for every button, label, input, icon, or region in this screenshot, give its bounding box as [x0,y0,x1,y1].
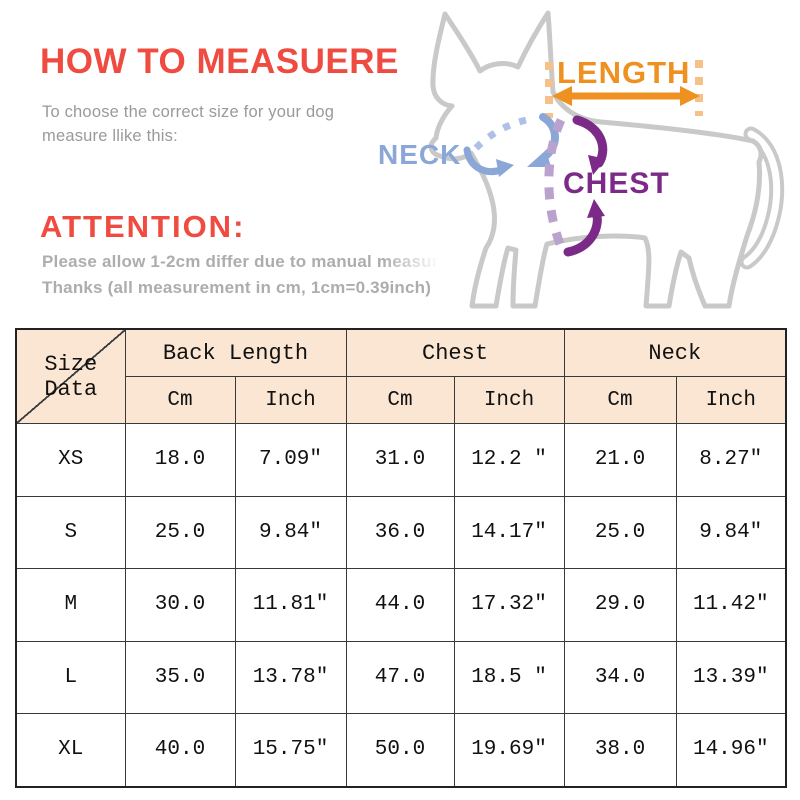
value-cell: 35.0 [124,640,236,714]
value-cell: 15.75″ [234,713,347,787]
value-cell: 44.0 [345,568,455,642]
unit-header: Cm [345,376,455,424]
value-cell: 9.84″ [234,495,347,569]
value-cell: 47.0 [345,640,455,714]
page-title: HOW TO MEASUERE [40,42,399,81]
value-cell: 18.5 ″ [453,640,565,714]
attention-line-1: Please allow 1-2cm differ due to manual … [42,252,444,271]
size-cell: M [15,568,126,642]
corner-cell-size-data: Size Data [15,328,126,424]
unit-header: Inch [234,376,347,424]
dog-tail [739,126,785,270]
neck-arrow-large [539,113,559,162]
value-cell: 18.0 [124,423,236,497]
dog-tail-inner [743,130,781,266]
group-header-back-length: Back Length [124,328,347,377]
attention-title: ATTENTION: [40,209,246,244]
chest-label: CHEST [563,167,670,200]
group-header-neck: Neck [563,328,787,377]
attention-body: Please allow 1-2cm differ due to manual … [42,249,444,302]
table-row-l: L 35.0 13.78″ 47.0 18.5 ″ 34.0 13.39″ [15,640,787,714]
value-cell: 13.39″ [675,640,787,714]
value-cell: 12.2 ″ [453,423,565,497]
table-row-xs: XS 18.0 7.09″ 31.0 12.2 ″ 21.0 8.27″ [15,423,787,497]
size-cell: XL [15,713,126,787]
value-cell: 50.0 [345,713,455,787]
subtitle-line-1: To choose the correct size for your dog [42,103,335,121]
chest-arrowhead-bottom [587,199,605,218]
value-cell: 13.78″ [234,640,347,714]
value-cell: 9.84″ [675,495,787,569]
value-cell: 40.0 [124,713,236,787]
table-row-s: S 25.0 9.84″ 36.0 14.17″ 25.0 9.84″ [15,495,787,569]
value-cell: 11.81″ [234,568,347,642]
neck-dotted-line [473,115,533,151]
table-unit-header-row: Cm Inch Cm Inch Cm Inch [16,376,787,424]
group-header-chest: Chest [345,328,565,377]
value-cell: 30.0 [124,568,236,642]
unit-header: Cm [124,376,236,424]
value-cell: 19.69″ [453,713,565,787]
value-cell: 31.0 [345,423,455,497]
value-cell: 14.17″ [453,495,565,569]
value-cell: 25.0 [563,495,677,569]
chest-dashed-line [544,118,566,246]
value-cell: 36.0 [345,495,455,569]
table-row-xl: XL 40.0 15.75″ 50.0 19.69″ 38.0 14.96″ [15,713,787,787]
chest-arrow-top [572,115,608,168]
value-cell: 17.32″ [453,568,565,642]
value-cell: 34.0 [563,640,677,714]
subtitle-line-2: measure llike this: [42,126,178,145]
neck-label: NECK [378,139,462,170]
neck-arrowhead-small [496,159,514,177]
table-group-header-row: Size Data Back Length Chest Neck [15,328,787,424]
value-cell: 14.96″ [675,713,787,787]
value-cell: 38.0 [563,713,677,787]
value-cell: 11.42″ [675,568,787,642]
chest-arrow-bottom [563,206,602,257]
unit-header: Cm [563,376,677,424]
unit-header: Inch [453,376,565,424]
value-cell: 21.0 [563,423,677,497]
value-cell: 25.0 [124,495,236,569]
value-cell: 7.09″ [234,423,347,497]
unit-header: Inch [675,376,787,424]
attention-line-2: Thanks (all measurement in cm, 1cm=0.39i… [42,278,432,298]
subtitle: To choose the correct size for your dog … [42,101,334,149]
size-table: Size Data Back Length Chest Neck Cm Inch… [15,328,788,788]
length-label: LENGTH [557,55,691,90]
value-cell: 8.27″ [675,423,787,497]
value-cell: 29.0 [563,568,677,642]
table-row-m: M 30.0 11.81″ 44.0 17.32″ 29.0 11.42″ [15,568,787,642]
size-cell: L [15,640,126,714]
size-cell: XS [15,423,126,497]
neck-arrow-small [463,146,505,176]
neck-arrowhead-large [527,150,551,167]
size-cell: S [15,495,126,569]
